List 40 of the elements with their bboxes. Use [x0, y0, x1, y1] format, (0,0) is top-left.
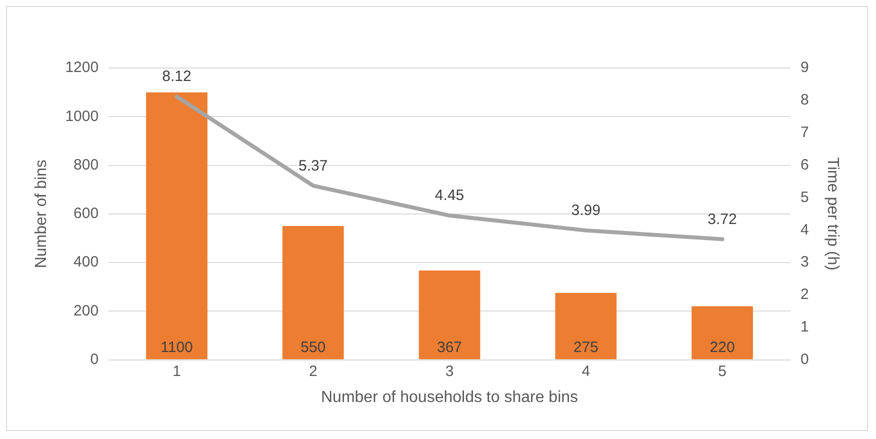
bar — [555, 292, 617, 360]
y2-tick-label: 1 — [800, 318, 809, 336]
y-tick-label: 600 — [74, 205, 99, 222]
y-tick-label: 200 — [74, 302, 99, 320]
y-tick-label: 0 — [90, 350, 99, 368]
y2-axis-title: Time per trip (h) — [824, 157, 841, 270]
data-label: 5.37 — [298, 157, 328, 174]
bar — [282, 226, 344, 360]
x-tick-label: 4 — [582, 362, 590, 380]
data-label: 4.45 — [434, 187, 464, 204]
y2-tick-label: 4 — [800, 221, 809, 238]
x-tick-label: 1 — [172, 362, 181, 380]
y2-tick-label: 3 — [800, 254, 809, 271]
data-label: 550 — [300, 338, 326, 356]
bar — [146, 92, 208, 360]
x-tick-label: 5 — [718, 362, 726, 380]
x-tick-label: 2 — [308, 362, 318, 380]
bar — [418, 270, 480, 360]
bar — [692, 306, 753, 360]
data-label: 3.99 — [571, 202, 600, 220]
y-tick-label: 400 — [74, 254, 99, 271]
data-label: 8.12 — [162, 68, 192, 86]
x-axis-title: Number of households to share bins — [320, 388, 578, 406]
y2-tick-label: 9 — [800, 59, 809, 76]
y-tick-label: 1000 — [65, 108, 99, 125]
data-label: 1100 — [160, 338, 193, 356]
y2-tick-label: 7 — [800, 124, 809, 141]
data-label: 367 — [437, 338, 462, 356]
data-label: 275 — [573, 338, 598, 356]
y-axis-title: Number of bins — [33, 160, 50, 268]
y2-tick-label: 8 — [800, 92, 809, 109]
y-tick-label: 1200 — [65, 59, 99, 76]
y2-tick-label: 6 — [800, 156, 809, 174]
data-label: 3.72 — [708, 210, 737, 228]
y2-tick-label: 5 — [800, 188, 809, 206]
x-tick-label: 3 — [445, 362, 454, 380]
data-label: 220 — [710, 338, 735, 356]
y-tick-label: 800 — [74, 156, 99, 174]
y2-tick-label: 2 — [800, 286, 809, 304]
y2-tick-label: 0 — [800, 350, 809, 368]
